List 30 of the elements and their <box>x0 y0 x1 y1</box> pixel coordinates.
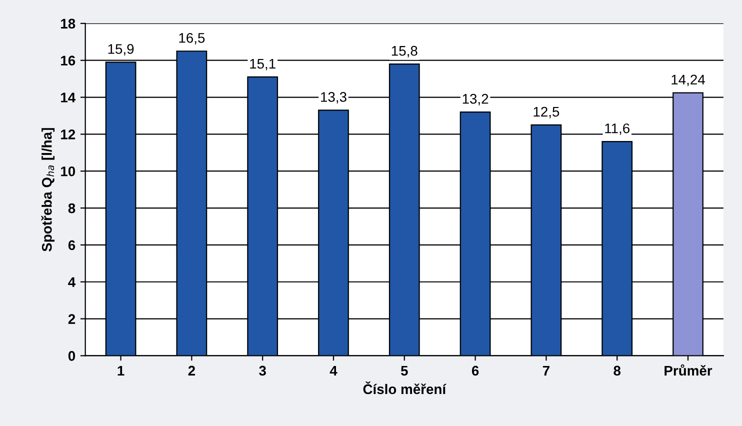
x-tick-label: 5 <box>400 366 408 376</box>
x-tick-label: 6 <box>472 366 479 376</box>
data-label: 13,3 <box>321 92 346 104</box>
x-tick-label: Průměr <box>664 364 712 376</box>
y-tick-label: 2 <box>68 314 76 324</box>
x-tick-label: 1 <box>118 366 124 376</box>
x-axis-title: Číslo měření <box>363 382 446 394</box>
x-tick-label: 3 <box>259 366 266 376</box>
y-tick-label: 14 <box>61 92 76 102</box>
data-label: 12,5 <box>534 106 560 118</box>
y-tick-label: 6 <box>68 240 76 250</box>
y-tick-label: 10 <box>61 166 76 176</box>
y-axis-title: Spotřeba Q$_{ha}$ [l/ha] <box>41 128 55 252</box>
y-tick-label: 4 <box>68 277 76 287</box>
y-tick-label: 18 <box>61 18 76 29</box>
x-tick-label: 8 <box>614 366 621 376</box>
data-label: 14,24 <box>672 74 705 86</box>
x-tick-label: 7 <box>542 366 550 376</box>
y-tick-label: 8 <box>68 203 76 214</box>
data-label: 15,8 <box>392 46 418 58</box>
y-tick-label: 0 <box>68 351 76 361</box>
data-label: 13,2 <box>462 94 488 106</box>
y-tick-label: 16 <box>61 56 76 66</box>
y-tick-label: 12 <box>61 130 76 140</box>
data-label: 15,9 <box>108 44 134 56</box>
data-label: 16,5 <box>179 32 205 44</box>
x-tick-label: 4 <box>330 366 338 376</box>
data-label: 11,6 <box>605 123 630 135</box>
x-tick-label: 2 <box>188 366 195 376</box>
data-label: 15,1 <box>250 58 276 70</box>
